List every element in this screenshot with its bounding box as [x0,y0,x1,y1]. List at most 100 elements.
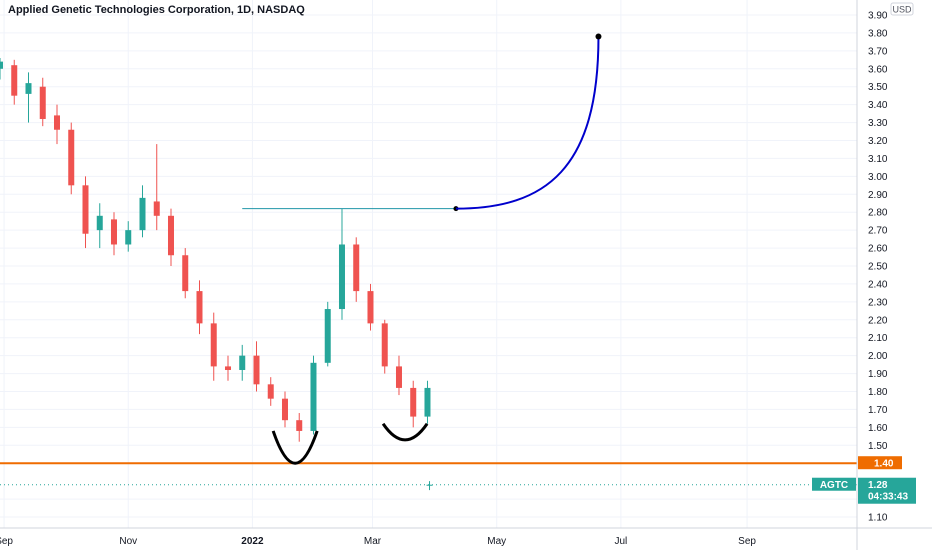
cup-drawing [381,422,429,442]
candle-body [353,244,360,292]
candle-body [68,129,75,186]
y-tick-label: 3.50 [868,82,888,93]
countdown-label: 04:33:43 [868,492,908,503]
candle-body [426,484,433,486]
candle-body [125,230,132,245]
candle [139,185,146,238]
last-price-badge [858,477,916,504]
candle-body [267,384,274,399]
time-axis[interactable]: Sep Nov 2022 Mar May Jul Sep [0,527,932,547]
y-tick-label: 3.70 [868,46,888,57]
candle-body [82,185,89,234]
candle [0,58,3,80]
candle-body [395,366,402,388]
candle-body [11,65,18,96]
candle-body [25,83,32,94]
candle [125,221,132,252]
x-tick-label: 2022 [241,536,264,547]
y-tick-label: 1.50 [868,441,888,452]
candle [82,176,89,249]
candle [281,391,288,428]
candle [426,481,433,491]
y-tick-label: 3.10 [868,154,888,165]
y-tick-label: 2.90 [868,190,888,201]
currency-box[interactable] [890,2,914,16]
y-tick-label: 1.60 [868,423,888,434]
candle [53,104,60,145]
candle [196,280,203,335]
candle-body [281,398,288,421]
candle-body [310,362,317,431]
support-price-badge [858,456,902,470]
y-tick-label: 1.10 [868,513,888,524]
candle [410,380,417,428]
y-tick-label: 3.30 [868,118,888,129]
grid-lines [0,0,857,528]
candle-body [381,323,388,367]
candle [224,355,231,381]
candle [39,77,46,127]
y-tick-label: 3.80 [868,28,888,39]
x-tick-label: Sep [0,536,13,547]
y-tick-label: 3.90 [868,11,888,22]
y-tick-label: 2.30 [868,297,888,308]
candle [110,212,117,256]
x-tick-label: Mar [364,536,382,547]
candle [424,380,431,424]
candle [267,377,274,406]
candle [96,203,103,249]
candle [182,248,189,299]
candle-body [324,309,331,363]
candle-body [153,201,160,216]
candle-body [39,86,46,119]
y-tick-label: 2.10 [868,333,888,344]
candle [310,355,317,435]
x-tick-label: Sep [738,536,756,547]
candle [210,312,217,381]
candle-body [53,115,60,130]
candle-body [296,420,303,431]
candle [367,283,374,331]
y-tick-label: 3.40 [868,100,888,111]
y-tick-label: 2.50 [868,262,888,273]
candle [167,208,174,266]
x-tick-label: Jul [614,536,627,547]
candle [153,144,160,231]
candle-body [338,244,345,310]
chart-title: Applied Genetic Technologies Corporation… [8,4,305,16]
chart-drawings [0,33,857,486]
candle [239,344,246,381]
candle-body [139,197,146,231]
candle [11,59,18,105]
candle-body [96,215,103,231]
x-tick-label: May [487,536,506,547]
candle-body [110,219,117,245]
support-price-label: 1.40 [874,459,894,470]
ticker-label: AGTC [820,480,848,491]
candlestick-series [0,58,433,491]
candle-body [239,355,246,370]
candle [296,413,303,442]
ticker-badge [812,477,856,491]
candle-body [182,255,189,292]
y-tick-label: 3.00 [868,172,888,183]
candle [25,72,32,123]
candle [338,208,345,320]
y-tick-label: 2.20 [868,315,888,326]
y-tick-label: 2.60 [868,244,888,255]
candle-body [253,355,260,385]
y-tick-label: 3.60 [868,64,888,75]
price-axis[interactable]: 3.90 3.80 3.70 3.60 3.50 3.40 3.30 3.20 3.10 3.00… [856,0,888,550]
y-tick-label: 2.80 [868,208,888,219]
y-tick-label: 1.80 [868,387,888,398]
candle-body [367,291,374,324]
y-tick-label: 1.90 [868,369,888,380]
y-tick-label: 2.40 [868,279,888,290]
y-tick-label: 3.20 [868,136,888,147]
last-price-label: 1.28 [868,480,888,491]
candle-body [424,387,431,417]
target-arc-handle [595,33,602,40]
candle [395,355,402,396]
